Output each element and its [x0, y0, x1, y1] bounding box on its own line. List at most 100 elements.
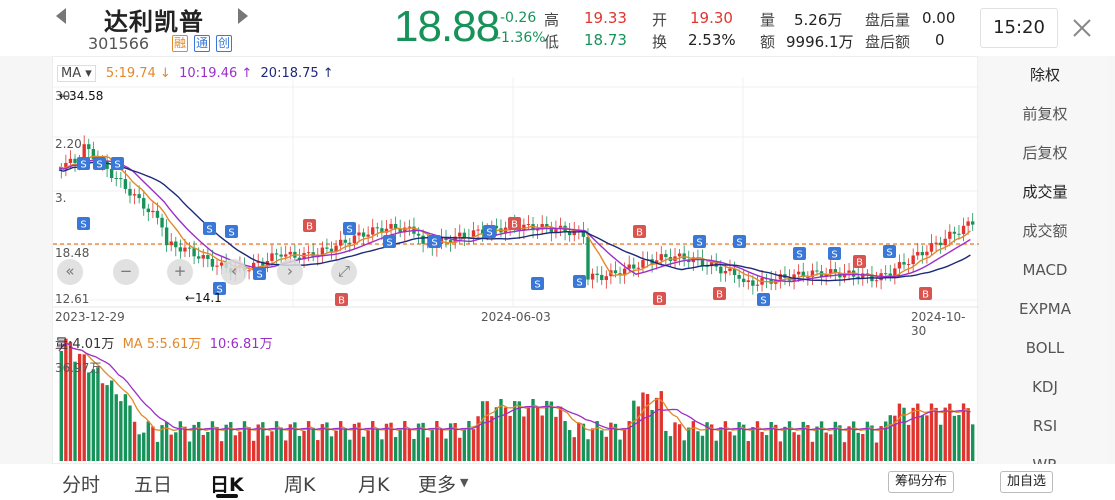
chip-distribution-button[interactable]: 筹码分布 [888, 471, 955, 493]
x-axis-end-label: 2024-10-30 [911, 310, 966, 338]
add-to-watchlist-button[interactable]: 加自选 [1000, 471, 1054, 493]
svg-text:S: S [386, 238, 392, 249]
svg-text:S: S [760, 296, 766, 307]
svg-text:B: B [856, 258, 863, 269]
volume-value: 5.26万 [794, 11, 843, 29]
svg-text:S: S [736, 238, 742, 249]
svg-text:S: S [886, 248, 892, 259]
stock-header: 达利凯普 301566 融 通 创 18.88 -0.26 -1.36% 高 1… [0, 0, 1115, 56]
sidebar-item-ex-rights[interactable]: 除权 [1029, 66, 1060, 84]
amount-label: 额 [760, 33, 776, 51]
svg-text:S: S [431, 238, 437, 249]
svg-text:S: S [80, 160, 86, 171]
svg-text:S: S [256, 270, 262, 281]
close-icon[interactable] [1062, 8, 1102, 48]
volume-legend: 量:4.01万 MA 5:5.61万 10:6.81万 [55, 333, 273, 352]
sidebar-item-backward-adjusted[interactable]: 后复权 [1022, 144, 1068, 162]
reference-price-label: 18.48 [55, 246, 90, 260]
svg-text:B: B [922, 290, 929, 301]
svg-text:S: S [96, 160, 102, 171]
volume-ma5: MA 5:5.61万 [122, 337, 202, 352]
svg-text:S: S [831, 250, 837, 261]
ma-selector-button[interactable]: MA ▾ [57, 65, 96, 82]
high-marker: ←34.58 [59, 89, 104, 103]
volume-ma10: 10:6.81万 [209, 337, 273, 352]
step-back-button[interactable]: ‹ [221, 259, 247, 285]
stock-code: 301566 [88, 34, 150, 53]
ma-legend: MA ▾ 5:19.74 ↓ 10:19.46 ↑ 20:18.75 ↑ [57, 65, 334, 82]
svg-text:B: B [306, 222, 313, 233]
svg-text:B: B [636, 228, 643, 239]
tab-monthly-k[interactable]: 月K [358, 474, 390, 496]
stock-connect-tag: 通 [194, 35, 211, 52]
turnover-label: 换 [652, 33, 668, 51]
zoom-out-button[interactable]: − [113, 259, 139, 285]
step-forward-button[interactable]: › [277, 259, 303, 285]
sidebar-item-expma[interactable]: EXPMA [1018, 300, 1071, 318]
high-value: 19.33 [584, 9, 627, 27]
after-hours-volume-value: 0.00 [922, 9, 956, 27]
time-display: 15:20 [980, 8, 1058, 48]
y-axis-partial-label: 2.20 [55, 137, 82, 151]
svg-text:S: S [534, 280, 540, 291]
y-axis-partial-label: 3. [55, 191, 67, 205]
sidebar-item-forward-adjusted[interactable]: 前复权 [1022, 105, 1068, 123]
svg-text:S: S [80, 220, 86, 231]
ma5-value: 5:19.74 ↓ [105, 66, 171, 81]
turnover-value: 2.53% [688, 31, 736, 49]
svg-text:S: S [216, 285, 222, 296]
volume-label: 量 [760, 11, 776, 29]
next-stock-arrow-icon[interactable] [232, 6, 252, 26]
scroll-left-button[interactable]: « [57, 259, 83, 285]
after-hours-amount-label: 盘后额 [865, 33, 911, 51]
svg-text:S: S [696, 238, 702, 249]
svg-text:B: B [511, 220, 518, 231]
sidebar-item-amount[interactable]: 成交额 [1022, 222, 1068, 240]
low-marker: ←14.1 [185, 291, 222, 305]
svg-text:B: B [716, 290, 723, 301]
svg-text:S: S [228, 228, 234, 239]
margin-trading-tag: 融 [172, 35, 189, 52]
high-label: 高 [544, 11, 560, 29]
active-tab-indicator [216, 494, 238, 498]
y-axis-min-label: 12.61 [55, 292, 90, 306]
volume-chart[interactable] [53, 327, 979, 465]
after-hours-amount-value: 0 [935, 31, 945, 49]
sidebar-item-rsi[interactable]: RSI [1032, 417, 1058, 435]
chinext-tag: 创 [216, 35, 233, 52]
x-axis-mid-label: 2024-06-03 [481, 310, 551, 324]
ma10-value: 10:19.46 ↑ [179, 66, 253, 81]
svg-text:S: S [114, 160, 120, 171]
tab-intraday[interactable]: 分时 [62, 474, 101, 496]
svg-text:B: B [338, 296, 345, 307]
volume-max-label: 36.97万 [55, 361, 102, 375]
open-label: 开 [652, 11, 668, 29]
sidebar-item-kdj[interactable]: KDJ [1032, 378, 1058, 396]
zoom-in-button[interactable]: + [167, 259, 193, 285]
svg-text:S: S [796, 250, 802, 261]
tab-daily-k[interactable]: 日K [210, 474, 244, 496]
more-dropdown-icon[interactable]: ▼ [460, 476, 469, 489]
sidebar-item-boll[interactable]: BOLL [1025, 339, 1065, 357]
svg-text:S: S [576, 278, 582, 289]
indicator-sidebar: 除权 前复权 后复权 成交量 成交额 MACD EXPMA BOLL KDJ R… [983, 56, 1107, 466]
svg-text:S: S [346, 225, 352, 236]
sidebar-item-wr[interactable]: WR [1032, 456, 1058, 466]
fullscreen-button[interactable]: ⤢ [331, 259, 357, 285]
previous-stock-arrow-icon[interactable] [52, 6, 72, 26]
svg-text:S: S [486, 228, 492, 239]
amount-value: 9996.1万 [786, 33, 854, 51]
low-value: 18.73 [584, 31, 627, 49]
tab-more[interactable]: 更多 [418, 474, 457, 496]
tab-five-day[interactable]: 五日 [134, 474, 173, 496]
y-axis-partial-label: 30. [55, 89, 75, 103]
sidebar-item-volume[interactable]: 成交量 [1022, 183, 1068, 201]
tab-weekly-k[interactable]: 周K [284, 474, 316, 496]
sidebar-item-macd[interactable]: MACD [1022, 261, 1068, 279]
price-change-percent: -1.36% [496, 30, 546, 46]
x-axis-start-label: 2023-12-29 [55, 310, 125, 324]
volume-current: 量:4.01万 [55, 337, 115, 352]
